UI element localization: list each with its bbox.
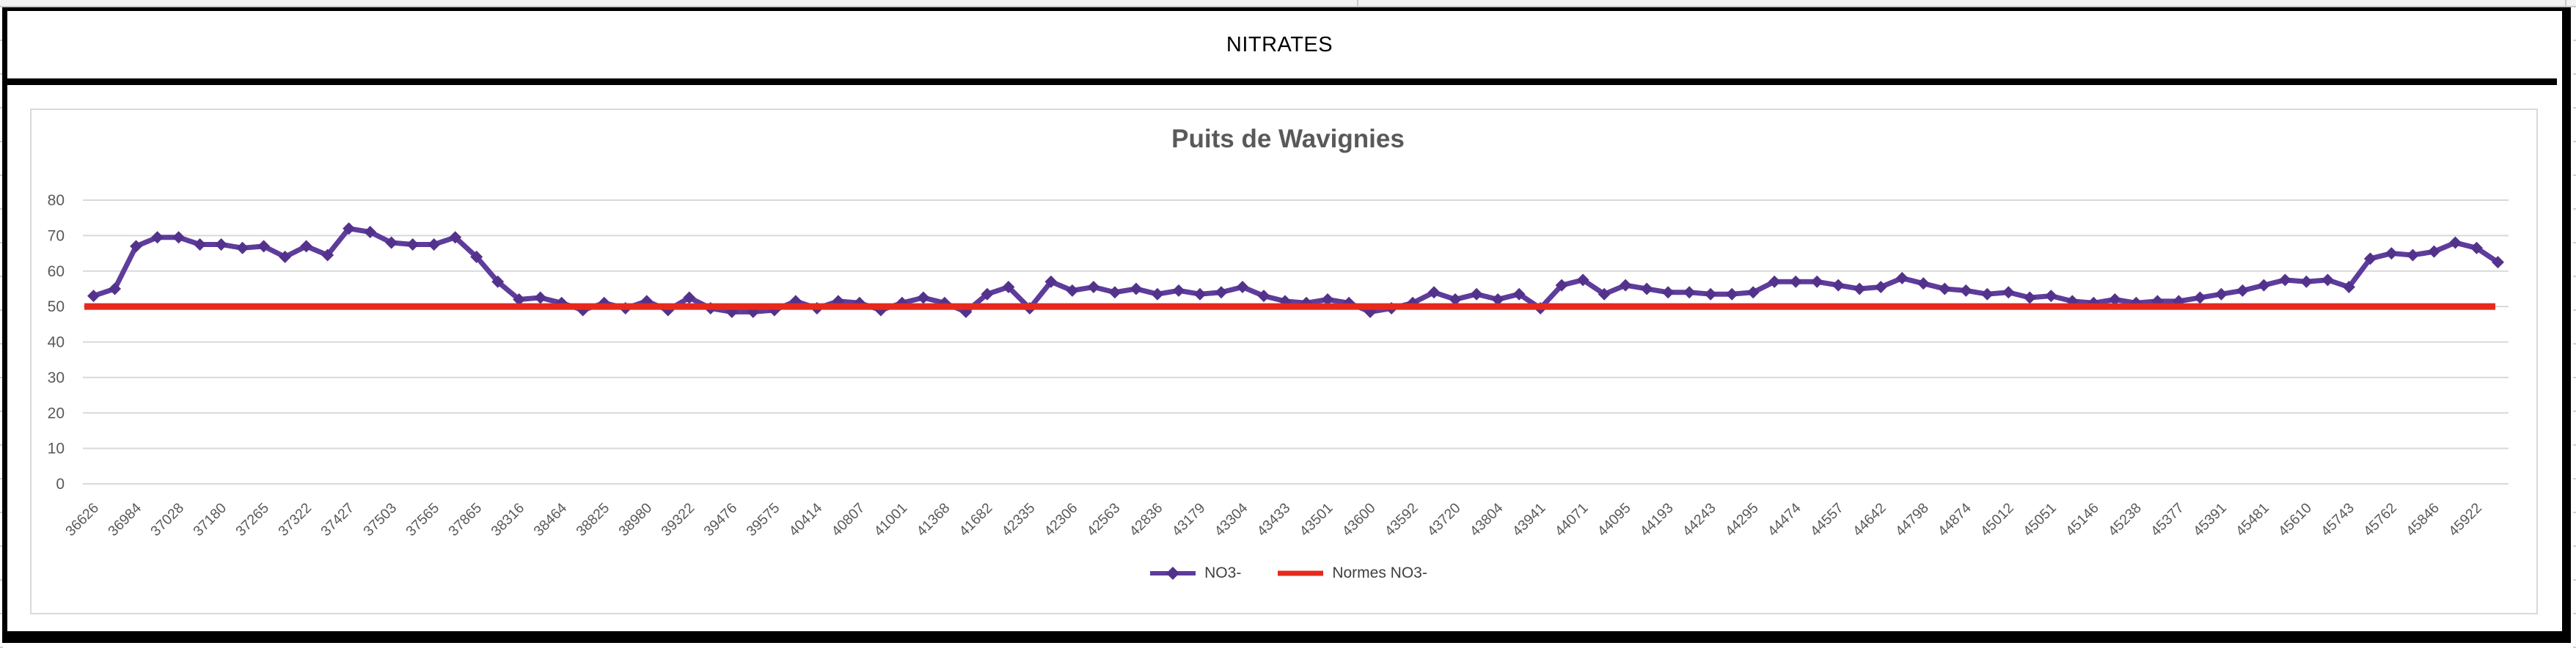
page-title: NITRATES [1226, 32, 1333, 56]
legend-label-normes-no3: Normes NO3- [1332, 564, 1427, 581]
no3-series-swatch-icon [1150, 567, 1196, 580]
chart-legend: NO3- Normes NO3- [0, 564, 2576, 582]
legend-item-no3: NO3- [1149, 564, 1241, 582]
legend-label-no3: NO3- [1204, 564, 1242, 581]
spreadsheet-top-row-strip [0, 0, 2576, 7]
normes-series-swatch-icon [1278, 570, 1324, 576]
header-band: NITRATES [2, 11, 2557, 85]
column-boundary-tick [1357, 0, 1358, 6]
spreadsheet-left-row-ticks [0, 7, 3, 651]
chart-object [30, 108, 2538, 614]
legend-item-normes-no3: Normes NO3- [1276, 564, 1427, 582]
chart-title: Puits de Wavignies [1171, 125, 1405, 153]
column-boundary-tick [2565, 0, 2566, 6]
spreadsheet-right-row-ticks [2573, 7, 2576, 651]
